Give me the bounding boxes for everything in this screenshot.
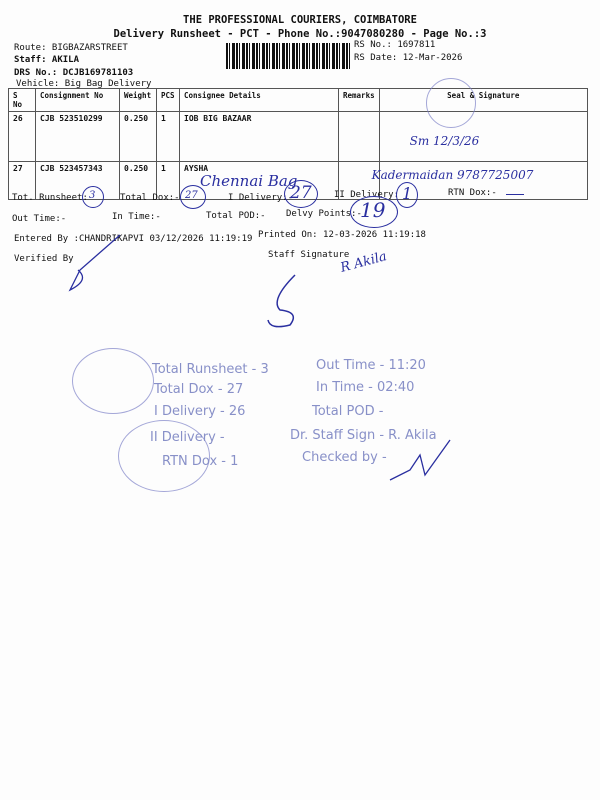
drs-no: DRS No.: DCJB169781103 (14, 68, 134, 78)
printed-on: Printed On: 12-03-2026 11:19:18 (258, 230, 426, 240)
col-sno: S No (8, 88, 36, 112)
seal-stamp (426, 78, 476, 128)
total-dox-value: 27 (185, 190, 198, 201)
table-header: S No Consignment No Weight PCS Consignee… (8, 88, 589, 112)
ii-delivery-label: II Delivery: (334, 190, 400, 200)
total-dox-label: Total Dox:- (120, 193, 180, 203)
rtn-dox-label: RTN Dox:- (448, 188, 497, 198)
signature: Sm 12/3/26 (409, 134, 480, 148)
stamp-rtn-dox: RTN Dox - 1 (162, 454, 239, 469)
stamp-total-runsheet: Total Runsheet - 3 (152, 362, 269, 377)
col-consignee: Consignee Details (179, 88, 339, 112)
col-weight: Weight (119, 88, 157, 112)
route: Route: BIGBAZARSTREET (14, 43, 128, 53)
total-pod-label: Total POD:- (206, 211, 266, 221)
delvy-points-value: 19 (360, 198, 386, 222)
courier-stamp (72, 348, 154, 414)
remarks (338, 111, 380, 162)
company-name: THE PROFESSIONAL COURIERS, COIMBATORE (183, 14, 417, 26)
sno: 26 (8, 111, 36, 162)
consignment-no: CJB 523457343 (35, 161, 120, 200)
vehicle: Vehicle: Big Bag Delivery (16, 79, 152, 89)
rs-date: RS Date: 12-Mar-2026 (354, 53, 463, 63)
i-delivery-label: I Delivery:- (228, 193, 294, 203)
staff-signature-label: Staff Signature (268, 250, 350, 260)
in-time-label: In Time:- (112, 212, 161, 222)
table-row: 26 CJB 523510299 0.250 1 IOB BIG BAZAAR … (8, 111, 589, 162)
signature: Kadermaidan 9787725007 (371, 168, 534, 182)
staff: Staff: AKILA (14, 55, 80, 65)
pcs: 1 (156, 161, 180, 200)
i-delivery-value: 27 (290, 183, 312, 203)
col-seal: Seal & Signature (378, 88, 589, 112)
weight: 0.250 (119, 111, 157, 162)
ii-delivery-value: 1 (402, 184, 413, 203)
stamp-i-delivery: I Delivery - 26 (154, 404, 246, 419)
tot-runsheet-label: Tot. Runsheet: (12, 193, 88, 203)
stamp-out-time: Out Time - 11:20 (316, 358, 426, 373)
stamp-checked-by: Checked by - (302, 450, 387, 465)
tot-runsheet-value: 3 (89, 190, 96, 201)
handwritten-note: Chennai Bag (200, 172, 298, 190)
courier-stamp (118, 420, 210, 492)
consignee: IOB BIG BAZAAR (179, 111, 339, 162)
verified-by-label: Verified By (14, 254, 74, 264)
sno: 27 (8, 161, 36, 200)
weight: 0.250 (119, 161, 157, 200)
rs-no: RS No.: 1697811 (354, 40, 436, 50)
stamp-total-dox: Total Dox - 27 (154, 382, 244, 397)
stamp-total-pod: Total POD - (312, 404, 384, 419)
delvy-points-label: Delvy Points:- (286, 209, 362, 219)
entered-by: Entered By :CHANDRIKAPVI 03/12/2026 11:1… (14, 234, 253, 244)
runsheet-title: Delivery Runsheet - PCT - Phone No.:9047… (113, 28, 487, 40)
out-time-label: Out Time:- (12, 214, 67, 224)
stamp-in-time: In Time - 02:40 (316, 380, 415, 395)
consignment-table: S No Consignment No Weight PCS Consignee… (8, 88, 589, 200)
stamp-ii-delivery: II Delivery - (150, 430, 225, 445)
consignee-name: AYSHA (184, 164, 209, 173)
stamp-staff-sign: Dr. Staff Sign - R. Akila (290, 428, 437, 443)
seal-signature: Sm 12/3/26 (378, 111, 589, 162)
barcode (226, 43, 350, 69)
